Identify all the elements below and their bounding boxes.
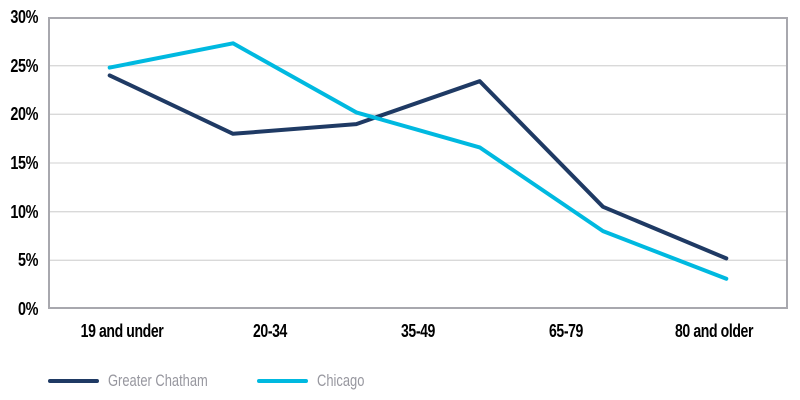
y-tick-20: 20% (10, 104, 38, 124)
legend-item-greater-chatham: Greater Chatham (48, 370, 239, 392)
x-label-19-and-under: 19 and under (80, 321, 164, 341)
legend-swatch-greater-chatham (48, 379, 99, 383)
x-label-65-79: 65-79 (549, 321, 583, 341)
x-label-80-and-older: 80 and older (674, 321, 754, 341)
y-tick-25: 25% (10, 56, 38, 76)
legend: Greater Chatham Chicago (0, 370, 800, 392)
y-tick-10: 10% (10, 202, 38, 222)
y-tick-30: 30% (10, 7, 38, 27)
plot-area (48, 17, 788, 309)
x-label-35-49: 35-49 (401, 321, 435, 341)
legend-swatch-chicago (257, 379, 308, 383)
chart-canvas (48, 17, 788, 309)
y-tick-0: 0% (17, 299, 38, 319)
y-tick-5: 5% (17, 250, 38, 270)
x-label-20-34: 20-34 (253, 321, 287, 341)
y-tick-15: 15% (10, 153, 38, 173)
legend-label-greater-chatham: Greater Chatham (108, 371, 208, 390)
legend-item-chicago: Chicago (257, 370, 379, 392)
legend-label-chicago: Chicago (317, 371, 365, 390)
